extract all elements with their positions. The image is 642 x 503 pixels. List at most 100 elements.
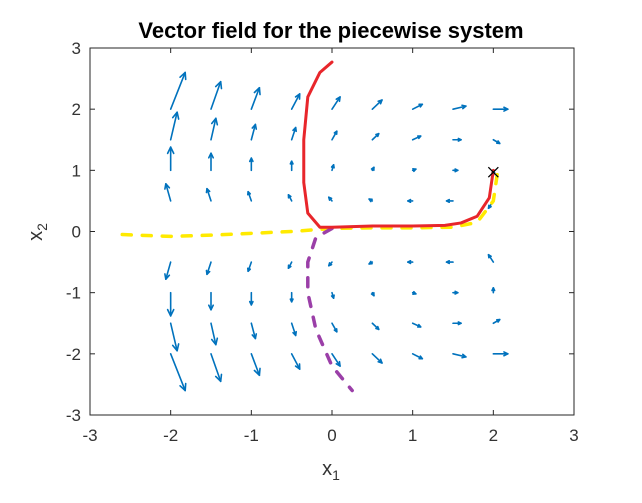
- quiver-arrow: [330, 164, 335, 172]
- quiver-arrow: [250, 123, 258, 141]
- y-tick-label: 3: [72, 39, 81, 58]
- quiver-arrow: [371, 322, 380, 331]
- quiver-arrow: [492, 351, 509, 357]
- quiver-arrow: [246, 190, 253, 202]
- quiver-arrow: [491, 286, 496, 294]
- x-axis-label-sub: 1: [332, 467, 340, 483]
- quiver-arrow: [368, 198, 374, 203]
- x-tick-label: -1: [244, 426, 259, 445]
- quiver-arrow: [331, 96, 341, 110]
- quiver-arrow: [452, 137, 462, 142]
- x-tick-label: 0: [327, 426, 336, 445]
- quiver-arrow: [327, 261, 333, 267]
- quiver-arrow: [331, 322, 338, 333]
- quiver-arrow: [411, 168, 417, 173]
- quiver-arrow: [445, 259, 454, 265]
- quiver-arrow: [205, 187, 212, 202]
- y-axis-label: x2: [25, 223, 50, 241]
- y-tick-label: 2: [72, 100, 81, 119]
- y-tick-label: -1: [66, 284, 81, 303]
- x-tick-label: -3: [82, 426, 97, 445]
- x-axis-label: x1: [322, 458, 340, 483]
- quiver-arrow: [169, 322, 180, 352]
- quiver-arrow: [250, 322, 258, 340]
- y-tick-label: -3: [66, 406, 81, 425]
- quiver-arrow: [290, 93, 301, 110]
- trajectory-series-2: [306, 226, 354, 393]
- quiver-arrow: [164, 261, 172, 281]
- quiver-arrow: [290, 322, 298, 337]
- quiver-arrow: [492, 106, 509, 112]
- quiver-arrow: [287, 261, 293, 270]
- quiver-arrow: [287, 194, 293, 202]
- quiver-arrow: [452, 321, 462, 326]
- quiver-arrow: [166, 291, 175, 317]
- quiver-arrow: [331, 353, 341, 367]
- x-tick-label: 2: [489, 426, 498, 445]
- quiver-layer: [164, 71, 509, 392]
- quiver-arrow: [210, 353, 223, 383]
- quiver-arrow: [452, 353, 467, 359]
- y-axis-label-base: x: [25, 231, 47, 241]
- y-tick-label: 0: [72, 223, 81, 242]
- trajectory-series-3: [302, 60, 495, 229]
- quiver-arrow: [248, 157, 254, 172]
- y-tick-label: 1: [72, 161, 81, 180]
- quiver-arrow: [407, 198, 414, 204]
- quiver-arrow: [248, 291, 254, 306]
- quiver-arrow: [166, 146, 175, 172]
- quiver-arrow: [492, 138, 501, 145]
- quiver-arrow: [370, 291, 375, 297]
- quiver-arrow: [452, 104, 467, 110]
- quiver-arrow: [207, 291, 215, 311]
- quiver-arrow: [492, 318, 501, 325]
- x-axis-label-base: x: [322, 458, 332, 480]
- quiver-arrow: [290, 126, 298, 141]
- quiver-arrow: [205, 261, 212, 276]
- x-tick-label: 3: [569, 426, 578, 445]
- x-tick-label: -2: [163, 426, 178, 445]
- quiver-arrow: [290, 353, 301, 370]
- y-axis-label-sub: 2: [34, 223, 50, 231]
- quiver-arrow: [411, 135, 422, 141]
- quiver-arrow: [164, 182, 172, 202]
- quiver-arrow: [330, 291, 335, 299]
- quiver-arrow: [445, 198, 454, 204]
- quiver-arrow: [452, 290, 459, 295]
- ticks-layer: -3 -2 -1 0 1 2 3 -3 -2 -1 0 1 2 3: [66, 39, 579, 445]
- quiver-arrow: [411, 322, 422, 328]
- x-tick-label: 1: [408, 426, 417, 445]
- quiver-arrow: [250, 353, 261, 377]
- marker-layer: [487, 166, 499, 178]
- quiver-arrow: [169, 111, 180, 141]
- chart-title: Vector field for the piecewise system: [138, 18, 523, 43]
- quiver-arrow: [371, 132, 380, 141]
- series-layer: [120, 60, 500, 393]
- plot-area: [90, 48, 574, 415]
- quiver-arrow: [210, 322, 219, 346]
- quiver-arrow: [210, 117, 219, 141]
- quiver-arrow: [210, 80, 223, 110]
- quiver-arrow: [289, 160, 294, 172]
- quiver-arrow: [207, 152, 215, 172]
- quiver-arrow: [169, 353, 187, 392]
- quiver-arrow: [371, 99, 383, 110]
- y-tick-label: -2: [66, 345, 81, 364]
- quiver-arrow: [368, 260, 374, 265]
- quiver-arrow: [411, 103, 424, 110]
- quiver-arrow: [411, 290, 417, 295]
- quiver-arrow: [370, 166, 375, 172]
- quiver-arrow: [250, 86, 261, 110]
- quiver-arrow: [169, 71, 187, 110]
- quiver-arrow: [487, 253, 495, 263]
- quiver-arrow: [452, 168, 459, 173]
- end-point-marker: [487, 166, 499, 178]
- quiver-arrow: [371, 353, 383, 364]
- quiver-arrow: [407, 259, 414, 265]
- quiver-arrow: [246, 261, 253, 273]
- quiver-arrow: [289, 291, 294, 303]
- quiver-arrow: [331, 130, 338, 141]
- quiver-arrow: [411, 353, 424, 360]
